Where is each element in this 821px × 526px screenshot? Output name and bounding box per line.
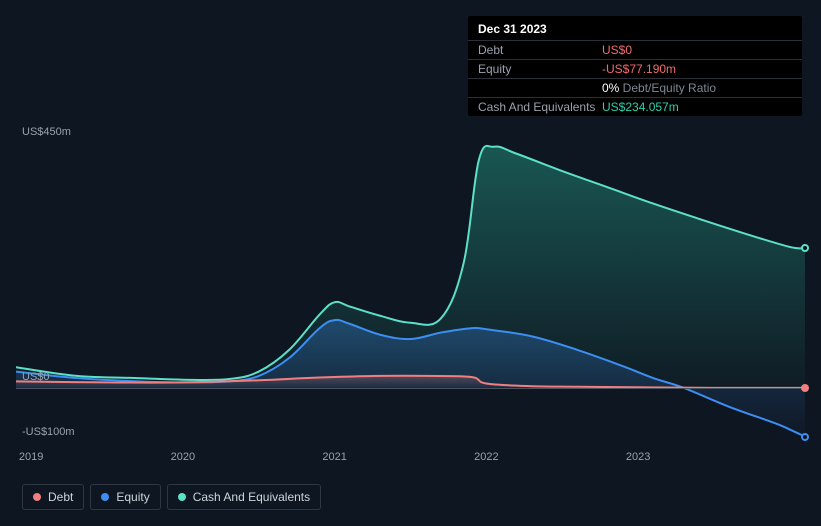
- tooltip-row: DebtUS$0: [468, 40, 802, 59]
- chart-legend: Debt Equity Cash And Equivalents: [22, 484, 321, 510]
- tooltip-row: 0% Debt/Equity Ratio: [468, 78, 802, 97]
- debt-equity-chart: { "tooltip": { "x": 468, "y": 16, "title…: [0, 0, 821, 526]
- tooltip-row-value: -US$77.190m: [602, 62, 676, 76]
- series-end-marker: [801, 244, 809, 252]
- tooltip-row-label: Debt: [478, 43, 602, 57]
- legend-label: Debt: [48, 490, 73, 504]
- zero-baseline: [16, 388, 805, 389]
- y-axis-label: US$450m: [22, 126, 71, 138]
- tooltip-row-value: US$234.057m: [602, 100, 679, 114]
- tooltip-row-value: US$0: [602, 43, 632, 57]
- legend-dot-icon: [178, 493, 186, 501]
- tooltip-row-value: 0% Debt/Equity Ratio: [602, 81, 716, 95]
- x-axis-label: 2019: [19, 451, 43, 463]
- x-axis-label: 2020: [171, 451, 195, 463]
- y-axis-label: US$0: [22, 371, 50, 383]
- y-axis-label: -US$100m: [22, 426, 75, 438]
- tooltip-row-label: Equity: [478, 62, 602, 76]
- x-axis-label: 2023: [626, 451, 650, 463]
- legend-dot-icon: [101, 493, 109, 501]
- series-end-marker: [801, 433, 809, 441]
- legend-label: Cash And Equivalents: [193, 490, 310, 504]
- legend-item[interactable]: Cash And Equivalents: [167, 484, 321, 510]
- legend-item[interactable]: Debt: [22, 484, 84, 510]
- legend-dot-icon: [33, 493, 41, 501]
- tooltip-row-label: Cash And Equivalents: [478, 100, 602, 114]
- chart-tooltip: Dec 31 2023 DebtUS$0Equity-US$77.190m0% …: [468, 16, 802, 116]
- tooltip-row-label: [478, 81, 602, 95]
- legend-item[interactable]: Equity: [90, 484, 160, 510]
- series-end-marker: [801, 384, 809, 392]
- tooltip-row: Cash And EquivalentsUS$234.057m: [468, 97, 802, 116]
- legend-label: Equity: [116, 490, 149, 504]
- x-axis-label: 2022: [474, 451, 498, 463]
- tooltip-title: Dec 31 2023: [468, 16, 802, 40]
- x-axis-label: 2021: [322, 451, 346, 463]
- tooltip-row: Equity-US$77.190m: [468, 59, 802, 78]
